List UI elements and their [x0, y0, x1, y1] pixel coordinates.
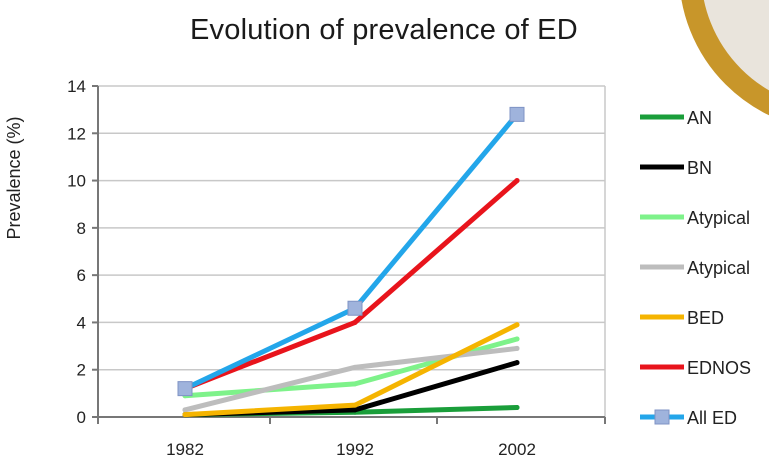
axes: 0 2 4 6 8 10 12 14 1982 1992 2002	[67, 77, 606, 459]
data-point	[352, 407, 358, 413]
y-tick-label: 8	[77, 219, 86, 238]
series-3	[182, 345, 520, 413]
data-point	[347, 300, 363, 316]
series-line	[182, 178, 520, 392]
legend-label: All ED	[687, 408, 737, 428]
y-tick-label: 4	[77, 313, 86, 332]
x-tick-label: 1992	[336, 440, 374, 459]
legend-label: Atypical	[687, 258, 750, 278]
legend-label: BN	[687, 158, 712, 178]
data-point	[352, 402, 358, 408]
legend-label: BED	[687, 308, 724, 328]
series-4	[182, 322, 520, 418]
y-tick-label: 2	[77, 361, 86, 380]
legend-item: Atypical	[640, 208, 750, 228]
grid	[98, 85, 606, 423]
y-tick-label: 6	[77, 266, 86, 285]
y-tick-label: 12	[67, 124, 86, 143]
data-point	[514, 360, 520, 366]
legend-item: BN	[640, 158, 712, 178]
data-point	[514, 345, 520, 351]
data-point	[509, 106, 525, 122]
legend-item: AN	[640, 108, 712, 128]
data-point	[177, 381, 193, 397]
data-point	[514, 405, 520, 411]
data-point	[514, 336, 520, 342]
data-point	[182, 407, 188, 413]
series	[177, 106, 525, 418]
legend-label: EDNOS	[687, 358, 751, 378]
x-tick-label: 1982	[166, 440, 204, 459]
data-point	[352, 364, 358, 370]
legend-item: All ED	[640, 408, 737, 428]
data-point	[514, 178, 520, 184]
decorative-ring-image	[681, 0, 769, 116]
y-tick-label: 14	[67, 77, 86, 96]
y-tick-label: 0	[77, 408, 86, 427]
data-point	[352, 381, 358, 387]
series-6	[177, 106, 525, 397]
chart-title: Evolution of prevalence of ED	[190, 14, 578, 46]
legend-label: Atypical	[687, 208, 750, 228]
legend-marker	[654, 409, 670, 425]
data-point	[514, 322, 520, 328]
data-point	[182, 412, 188, 418]
series-5	[182, 178, 520, 392]
legend-item: EDNOS	[640, 358, 751, 378]
legend-item: BED	[640, 308, 724, 328]
data-point	[352, 319, 358, 325]
legend-item: Atypical	[640, 258, 750, 278]
y-tick-label: 10	[67, 172, 86, 191]
x-tick-label: 2002	[498, 440, 536, 459]
legend: AN BN Atypical Atypical BED EDNOS All ED	[640, 108, 751, 428]
legend-label: AN	[687, 108, 712, 128]
